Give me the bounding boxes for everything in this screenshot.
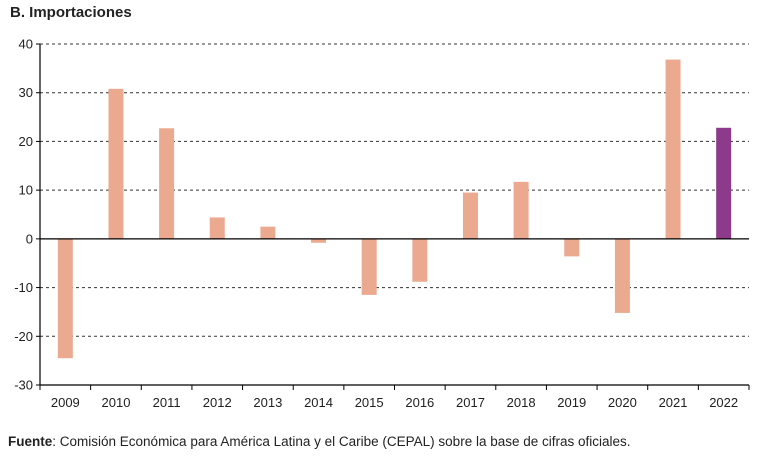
x-tick-label: 2012 xyxy=(203,395,232,410)
y-tick-label: 10 xyxy=(19,183,33,198)
y-tick-label: -20 xyxy=(14,329,33,344)
y-tick-label: -10 xyxy=(14,280,33,295)
bar-2021 xyxy=(665,59,681,239)
x-tick-label: 2009 xyxy=(51,395,80,410)
x-tick-label: 2011 xyxy=(153,395,181,410)
x-tick-label: 2022 xyxy=(709,395,738,410)
bar-2010 xyxy=(108,88,124,239)
x-tick-label: 2017 xyxy=(456,395,485,410)
x-tick-label: 2020 xyxy=(608,395,637,410)
bar-2016 xyxy=(412,238,428,282)
bar-2017 xyxy=(462,192,478,239)
bar-2009 xyxy=(57,238,73,359)
bar-2022 xyxy=(716,127,732,239)
bar-2020 xyxy=(614,238,630,313)
y-tick-label: 40 xyxy=(19,37,33,52)
source-note: Fuente: Comisión Económica para América … xyxy=(8,434,631,449)
bar-2015 xyxy=(361,238,377,295)
chart-title: B. Importaciones xyxy=(10,4,132,21)
source-label: Fuente xyxy=(8,434,53,449)
x-tick-label: 2019 xyxy=(557,395,586,410)
x-tick-label: 2014 xyxy=(304,395,333,410)
y-tick-label: -30 xyxy=(14,378,33,393)
x-tick-label: 2018 xyxy=(507,395,536,410)
bar-2018 xyxy=(513,181,529,239)
bar-2011 xyxy=(159,128,175,239)
bar-2012 xyxy=(209,217,225,239)
y-tick-label: 0 xyxy=(26,231,33,246)
bar-2013 xyxy=(260,226,276,239)
x-tick-label: 2010 xyxy=(102,395,131,410)
x-tick-label: 2016 xyxy=(405,395,434,410)
source-text: : Comisión Económica para América Latina… xyxy=(52,434,631,449)
y-tick-label: 30 xyxy=(19,85,33,100)
x-tick-label: 2015 xyxy=(355,395,384,410)
x-tick-label: 2013 xyxy=(253,395,282,410)
bar-2019 xyxy=(564,238,580,257)
y-tick-label: 20 xyxy=(19,134,33,149)
x-tick-label: 2021 xyxy=(659,395,688,410)
bar-2014 xyxy=(311,238,327,243)
